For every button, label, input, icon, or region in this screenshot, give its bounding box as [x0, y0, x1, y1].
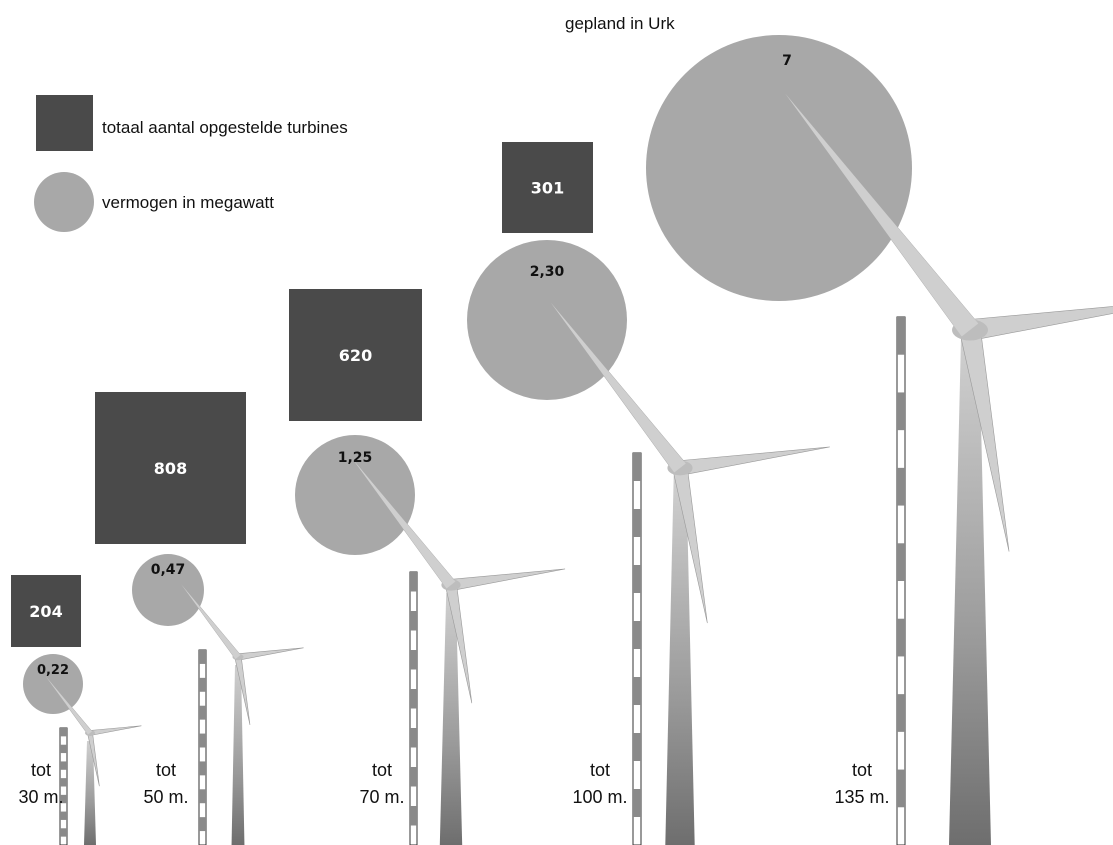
ruler-segment [410, 650, 417, 670]
power-circle [295, 435, 415, 555]
turbine-blade [352, 458, 456, 589]
turbine-blade [89, 725, 142, 736]
ruler-segment [60, 778, 67, 787]
power-label: 7 [782, 53, 792, 69]
power-circle [646, 35, 912, 301]
ruler-segment [410, 728, 417, 748]
turbine-blade [449, 568, 566, 591]
turbine-blade [678, 446, 830, 476]
ruler-segment [897, 317, 905, 355]
turbine-tower [439, 593, 463, 845]
ruler-segment [410, 572, 417, 592]
ruler-segment [60, 744, 67, 754]
ruler-segment [410, 806, 417, 826]
legend-square-swatch [36, 95, 93, 151]
height-label-value: 135 m. [834, 787, 889, 807]
turbine-blade [181, 584, 241, 659]
height-label-value: 70 m. [359, 787, 404, 807]
chart-marks: 204 0,22 tot 30 m. 808 0,47 tot 50 m. 620 1,25 tot… [11, 35, 1113, 845]
ruler-segment [199, 650, 206, 664]
turbine-blade [968, 306, 1113, 341]
ruler-segment [410, 767, 417, 787]
ruler-segment [60, 811, 67, 820]
power-label: 1,25 [338, 450, 373, 466]
turbine-tower [949, 338, 991, 845]
count-square [289, 289, 422, 421]
turbine-blade [550, 302, 686, 473]
count-square [95, 392, 246, 544]
count-label: 301 [531, 179, 564, 198]
ruler-segment [633, 621, 641, 649]
legend-circle-swatch [34, 172, 94, 232]
power-label: 0,47 [151, 562, 186, 578]
height-label-prefix: tot [590, 760, 610, 780]
height-label-value: 100 m. [572, 787, 627, 807]
turbine-tower [231, 665, 245, 845]
ruler-segment [410, 611, 417, 631]
power-circle [23, 654, 83, 714]
ruler-segment [897, 694, 905, 732]
height-label-prefix: tot [852, 760, 872, 780]
count-square [502, 142, 593, 233]
ruler-segment [199, 733, 206, 748]
ruler-segment [199, 817, 206, 832]
power-circle [132, 554, 204, 626]
power-label: 0,22 [37, 663, 69, 678]
ruler-segment [410, 689, 417, 709]
height-label-value: 30 m. [18, 787, 63, 807]
ruler-segment [633, 565, 641, 593]
turbine-blade [785, 93, 979, 337]
height-label-prefix: tot [31, 760, 51, 780]
ruler-segment [633, 509, 641, 537]
power-label: 2,30 [530, 264, 565, 280]
count-label: 620 [339, 346, 372, 365]
ruler-segment [897, 467, 905, 506]
turbine-tower [84, 741, 96, 845]
count-label: 808 [154, 459, 187, 478]
ruler-segment [199, 677, 206, 692]
ruler-segment [199, 761, 206, 776]
ruler-segment [897, 392, 905, 431]
turbine-tower [665, 476, 695, 845]
ruler-segment [897, 543, 905, 581]
height-label-prefix: tot [156, 760, 176, 780]
planned-annotation: gepland in Urk [565, 14, 675, 33]
ruler-segment [897, 769, 905, 808]
ruler-segment [60, 728, 67, 737]
height-label-value: 50 m. [143, 787, 188, 807]
legend-circles-label: vermogen in megawatt [102, 193, 274, 212]
ruler-segment [60, 828, 67, 837]
turbine-blade [237, 647, 304, 661]
ruler-segment [60, 794, 67, 804]
ruler-segment [60, 761, 67, 770]
ruler-segment [199, 705, 206, 720]
ruler-segment [633, 733, 641, 761]
count-label: 204 [29, 602, 62, 621]
legend-squares-label: totaal aantal opgestelde turbines [102, 118, 348, 137]
ruler-segment [633, 789, 641, 817]
ruler-segment [633, 677, 641, 705]
ruler-segment [199, 789, 206, 804]
power-circle [467, 240, 627, 400]
turbine-blade [45, 676, 92, 735]
ruler-segment [633, 453, 641, 481]
height-label-prefix: tot [372, 760, 392, 780]
ruler-segment [897, 618, 905, 657]
count-square [11, 575, 81, 647]
